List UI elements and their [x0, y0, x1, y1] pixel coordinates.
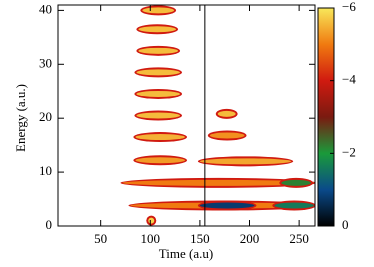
- band: [200, 158, 291, 164]
- colorbar-tick-label: −6: [342, 0, 356, 14]
- y-tick-label: 20: [39, 109, 52, 124]
- x-tick-label: 100: [141, 231, 161, 246]
- x-tick-label: 150: [190, 231, 210, 246]
- band: [218, 111, 236, 117]
- y-tick-label: 40: [39, 1, 52, 16]
- y-tick-label: 0: [46, 217, 53, 232]
- band: [281, 180, 311, 186]
- colorbar-tick-label: −2: [342, 144, 356, 159]
- band: [148, 218, 154, 224]
- band: [138, 26, 176, 32]
- band: [210, 132, 245, 138]
- band: [138, 48, 178, 54]
- colorbar: [318, 8, 334, 226]
- band: [135, 157, 185, 163]
- plot-frame: [58, 5, 315, 226]
- y-axis-label: Energy (a.u.): [13, 84, 28, 152]
- y-tick-label: 30: [39, 55, 52, 70]
- band: [274, 203, 314, 209]
- band: [142, 7, 174, 13]
- band: [136, 69, 180, 75]
- band: [136, 91, 180, 97]
- colorbar-tick-label: −4: [342, 72, 356, 87]
- x-tick-label: 200: [240, 231, 260, 246]
- band: [136, 113, 180, 119]
- band: [200, 203, 255, 209]
- colorbar-tick-label: 0: [342, 217, 349, 232]
- x-tick-label: 50: [94, 231, 107, 246]
- x-tick-label: 250: [289, 231, 309, 246]
- y-tick-label: 10: [39, 163, 52, 178]
- x-axis-label: Time (a.u): [159, 246, 213, 261]
- band: [135, 134, 185, 140]
